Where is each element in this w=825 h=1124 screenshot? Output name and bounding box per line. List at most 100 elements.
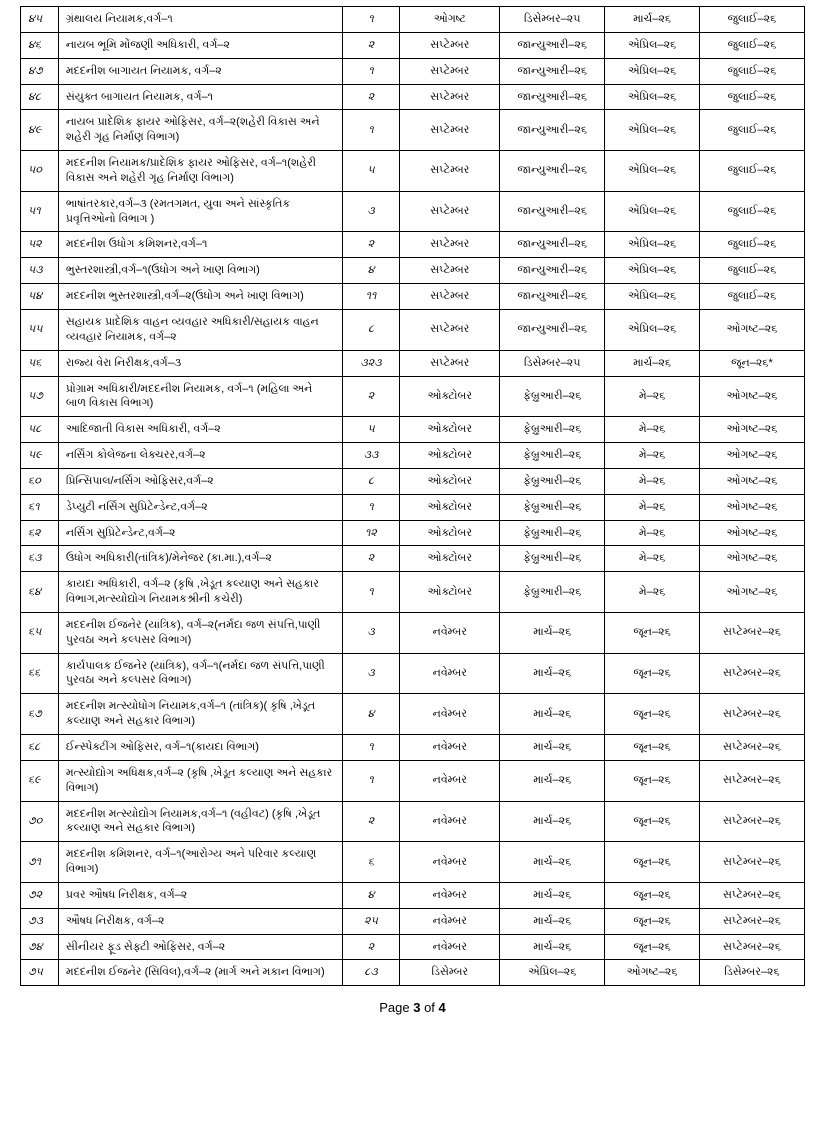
cell-count: ૬	[342, 842, 400, 883]
cell-date1: જાન્યુઆરી–૨૬	[500, 84, 605, 110]
footer-prefix: Page	[379, 1000, 413, 1015]
table-row: ૪૬નાયબ ભૂમિ મોંજણી અધિકારી, વર્ગ–૨૨સપ્ટે…	[21, 32, 805, 58]
cell-date3: સપ્ટેમ્બર–૨૬	[699, 760, 804, 801]
cell-sn: ૪૭	[21, 58, 59, 84]
cell-date2: મે–૨૬	[605, 546, 700, 572]
cell-date1: જાન્યુઆરી–૨૬	[500, 191, 605, 232]
cell-sn: ૬૪	[21, 572, 59, 613]
cell-date2: જૂન–૨૬	[605, 760, 700, 801]
cell-sn: ૬૬	[21, 653, 59, 694]
cell-date2: જૂન–૨૬	[605, 882, 700, 908]
cell-date2: એપ્રિલ–૨૬	[605, 84, 700, 110]
cell-title: સીનીયર ફૂડ સેફ્ટી ઓફિસર, વર્ગ–૨	[58, 934, 342, 960]
cell-title: મદદનીશ ઈજનેર (યાંત્રિક), વર્ગ–૨(નર્મદા જ…	[58, 612, 342, 653]
cell-date3: ઓગષ્ટ–૨૬	[699, 572, 804, 613]
table-row: ૫૭પ્રોગ્રામ અધિકારી/મદદનીશ નિયામક, વર્ગ–…	[21, 376, 805, 417]
cell-date3: સપ્ટેમ્બર–૨૬	[699, 842, 804, 883]
table-row: ૬૧ડેપ્યુટી નર્સિંગ સુપ્રિટેન્ડેન્ટ,વર્ગ–…	[21, 494, 805, 520]
cell-sn: ૭૪	[21, 934, 59, 960]
cell-title: મદદનીશ કમિશનર, વર્ગ–૧(આરોગ્ય અને પરિવાર …	[58, 842, 342, 883]
cell-title: મદદનીશ ભુસ્તરશાસ્ત્રી,વર્ગ–૨(ઉધોગ અને ખા…	[58, 284, 342, 310]
cell-count: ૨	[342, 32, 400, 58]
cell-title: નાયબ પ્રાદેશિક ફાયર ઓફિસર, વર્ગ–૨(શહેરી …	[58, 110, 342, 151]
cell-date3: ઓગષ્ટ–૨૬	[699, 520, 804, 546]
cell-month: ડિસેમ્બર	[400, 960, 500, 986]
table-row: ૭૨પ્રવર ઔષધ નિરીક્ષક, વર્ગ–૨૪નવેમ્બરમાર્…	[21, 882, 805, 908]
cell-title: ઈન્સ્પેક્ટીંગ ઓફિસર, વર્ગ–૧(કાયદા વિભાગ)	[58, 735, 342, 761]
cell-date3: જૂન–૨૬*	[699, 350, 804, 376]
cell-date3: ડિસેમ્બર–૨૬	[699, 960, 804, 986]
cell-date1: માર્ચ–૨૬	[500, 653, 605, 694]
cell-title: સંયુક્ત બાગાયત નિયામક, વર્ગ–૧	[58, 84, 342, 110]
cell-date3: જુલાઈ–૨૬	[699, 191, 804, 232]
cell-date1: માર્ચ–૨૬	[500, 934, 605, 960]
cell-title: મદદનીશ ઈજનેર (સિવિલ),વર્ગ–૨ (માર્ગ અને મ…	[58, 960, 342, 986]
cell-date3: જુલાઈ–૨૬	[699, 58, 804, 84]
cell-sn: ૭૫	[21, 960, 59, 986]
cell-count: ૨	[342, 376, 400, 417]
cell-date1: જાન્યુઆરી–૨૬	[500, 58, 605, 84]
cell-date3: સપ્ટેમ્બર–૨૬	[699, 735, 804, 761]
cell-count: ૩	[342, 612, 400, 653]
cell-date2: જૂન–૨૬	[605, 908, 700, 934]
cell-date1: માર્ચ–૨૬	[500, 760, 605, 801]
table-row: ૬૮ઈન્સ્પેક્ટીંગ ઓફિસર, વર્ગ–૧(કાયદા વિભા…	[21, 735, 805, 761]
cell-title: મદદનીશ બાગાયત નિયામક, વર્ગ–૨	[58, 58, 342, 84]
cell-title: મદદનીશ નિયામક/પ્રાદેશિક ફાયર ઓફિસર, વર્ગ…	[58, 151, 342, 192]
cell-count: ૩૨૩	[342, 350, 400, 376]
cell-date1: માર્ચ–૨૬	[500, 842, 605, 883]
cell-date1: માર્ચ–૨૬	[500, 612, 605, 653]
cell-date2: મે–૨૬	[605, 376, 700, 417]
footer-total-pages: 4	[439, 1000, 446, 1015]
cell-date2: ઓગષ્ટ–૨૬	[605, 960, 700, 986]
cell-date3: જુલાઈ–૨૬	[699, 84, 804, 110]
cell-sn: ૫૫	[21, 309, 59, 350]
cell-title: કાયદા અધિકારી, વર્ગ–૨ (કૃષિ ,ખેડૂત કલ્યા…	[58, 572, 342, 613]
cell-sn: ૬૩	[21, 546, 59, 572]
cell-date1: જાન્યુઆરી–૨૬	[500, 151, 605, 192]
cell-month: નવેમ્બર	[400, 694, 500, 735]
table-row: ૫૯નર્સિંગ કોલેજના લેક્ચરર,વર્ગ–૨૩૩ઓક્ટોબ…	[21, 443, 805, 469]
cell-month: ઓક્ટોબર	[400, 417, 500, 443]
cell-title: પ્રિન્સિપાલ/નર્સિંગ ઓફિસર,વર્ગ–૨	[58, 468, 342, 494]
cell-date3: સપ્ટેમ્બર–૨૬	[699, 882, 804, 908]
cell-title: કાર્યપાલક ઈજનેર (યાંત્રિક), વર્ગ–૧(નર્મદ…	[58, 653, 342, 694]
cell-date3: જુલાઈ–૨૬	[699, 32, 804, 58]
cell-month: સપ્ટેમ્બર	[400, 284, 500, 310]
cell-month: ઓક્ટોબર	[400, 443, 500, 469]
cell-title: પ્રવર ઔષધ નિરીક્ષક, વર્ગ–૨	[58, 882, 342, 908]
cell-date3: ઓગષ્ટ–૨૬	[699, 443, 804, 469]
cell-count: ૧	[342, 494, 400, 520]
table-row: ૫૮આદિજાતી વિકાસ અધિકારી, વર્ગ–૨૫ઓક્ટોબરફ…	[21, 417, 805, 443]
cell-month: ઓક્ટોબર	[400, 546, 500, 572]
table-row: ૫૪મદદનીશ ભુસ્તરશાસ્ત્રી,વર્ગ–૨(ઉધોગ અને …	[21, 284, 805, 310]
cell-sn: ૬૨	[21, 520, 59, 546]
cell-date2: મે–૨૬	[605, 417, 700, 443]
cell-sn: ૬૭	[21, 694, 59, 735]
cell-title: નર્સિંગ સુપ્રિટેન્ડેન્ટ,વર્ગ–૨	[58, 520, 342, 546]
cell-month: ઓક્ટોબર	[400, 468, 500, 494]
table-row: ૬૨નર્સિંગ સુપ્રિટેન્ડેન્ટ,વર્ગ–૨૧૨ઓક્ટોબ…	[21, 520, 805, 546]
footer-middle: of	[420, 1000, 438, 1015]
cell-date2: એપ્રિલ–૨૬	[605, 232, 700, 258]
table-row: ૪૯નાયબ પ્રાદેશિક ફાયર ઓફિસર, વર્ગ–૨(શહેર…	[21, 110, 805, 151]
cell-sn: ૫૯	[21, 443, 59, 469]
cell-date1: જાન્યુઆરી–૨૬	[500, 32, 605, 58]
cell-count: ૧	[342, 7, 400, 33]
cell-date2: જૂન–૨૬	[605, 612, 700, 653]
cell-date3: ઓગષ્ટ–૨૬	[699, 417, 804, 443]
cell-sn: ૫૧	[21, 191, 59, 232]
cell-count: ૨	[342, 232, 400, 258]
table-row: ૬૭મદદનીશ મત્સ્યોધોગ નિયામક,વર્ગ–૧ (તાંત્…	[21, 694, 805, 735]
cell-date1: ડિસેમ્બર–૨૫	[500, 350, 605, 376]
cell-date3: જુલાઈ–૨૬	[699, 110, 804, 151]
cell-date1: માર્ચ–૨૬	[500, 908, 605, 934]
table-row: ૭૪સીનીયર ફૂડ સેફ્ટી ઓફિસર, વર્ગ–૨૨નવેમ્બ…	[21, 934, 805, 960]
cell-date1: ફેબ્રુઆરી–૨૬	[500, 376, 605, 417]
cell-sn: ૫૮	[21, 417, 59, 443]
table-row: ૬૦પ્રિન્સિપાલ/નર્સિંગ ઓફિસર,વર્ગ–૨૮ઓક્ટો…	[21, 468, 805, 494]
cell-date2: જૂન–૨૬	[605, 934, 700, 960]
cell-date3: ઓગષ્ટ–૨૬	[699, 468, 804, 494]
cell-date2: એપ્રિલ–૨૬	[605, 191, 700, 232]
cell-date2: મે–૨૬	[605, 520, 700, 546]
